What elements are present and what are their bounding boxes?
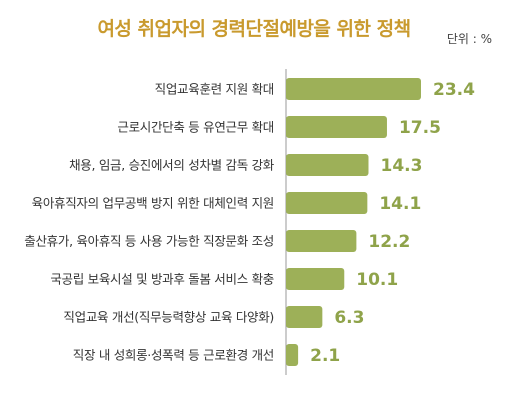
bar — [286, 116, 387, 138]
unit-label: 단위 : % — [446, 32, 492, 46]
chart-title: 여성 취업자의 경력단절예방을 위한 정책 — [97, 18, 411, 40]
category-label: 출산휴가, 육아휴직 등 사용 가능한 직장문화 조성 — [24, 234, 274, 249]
category-label: 직장 내 성희롱·성폭력 등 근로환경 개선 — [73, 348, 274, 363]
value-label: 6.3 — [334, 308, 364, 328]
value-label: 17.5 — [399, 118, 441, 138]
category-label: 육아휴직자의 업무공백 방지 위한 대체인력 지원 — [32, 196, 274, 211]
category-label: 국공립 보육시설 및 방과후 돌봄 서비스 확충 — [50, 272, 274, 287]
category-label: 직업교육 개선(직무능력향상 교육 다양화) — [63, 310, 274, 325]
value-label: 14.1 — [379, 194, 421, 214]
bar — [286, 344, 299, 366]
category-label: 직업교육훈련 지원 확대 — [155, 82, 274, 97]
bar — [286, 306, 323, 328]
category-label: 채용, 임금, 승진에서의 성차별 감독 강화 — [69, 158, 275, 173]
value-label: 2.1 — [310, 346, 340, 366]
bar — [286, 154, 369, 176]
bar — [286, 268, 345, 290]
value-label: 14.3 — [381, 156, 423, 176]
value-label: 23.4 — [433, 80, 475, 100]
category-label: 근로시간단축 등 유연근무 확대 — [117, 120, 274, 135]
bar — [286, 192, 368, 214]
bar — [286, 78, 421, 100]
bar — [286, 230, 357, 252]
value-label: 10.1 — [356, 270, 398, 290]
value-label: 12.2 — [368, 232, 410, 252]
